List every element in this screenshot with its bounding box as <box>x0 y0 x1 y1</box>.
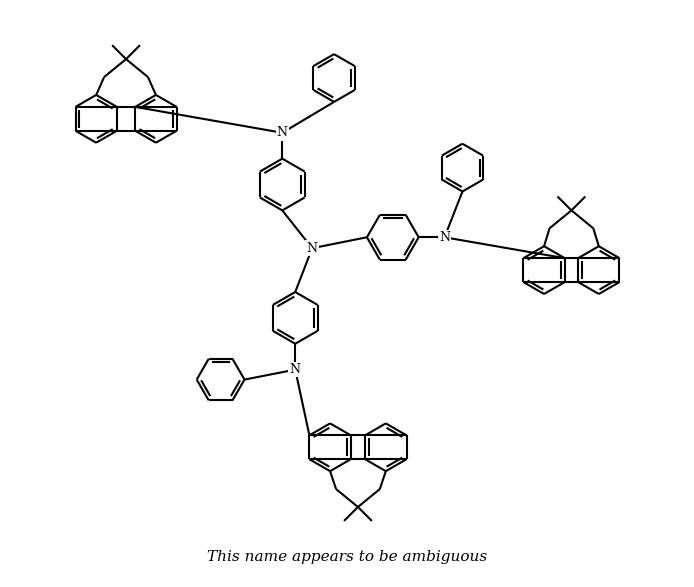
Text: This name appears to be ambiguous: This name appears to be ambiguous <box>207 550 487 564</box>
Text: N: N <box>307 242 318 255</box>
Text: N: N <box>439 231 450 244</box>
Text: N: N <box>277 126 288 139</box>
Text: N: N <box>290 363 301 376</box>
